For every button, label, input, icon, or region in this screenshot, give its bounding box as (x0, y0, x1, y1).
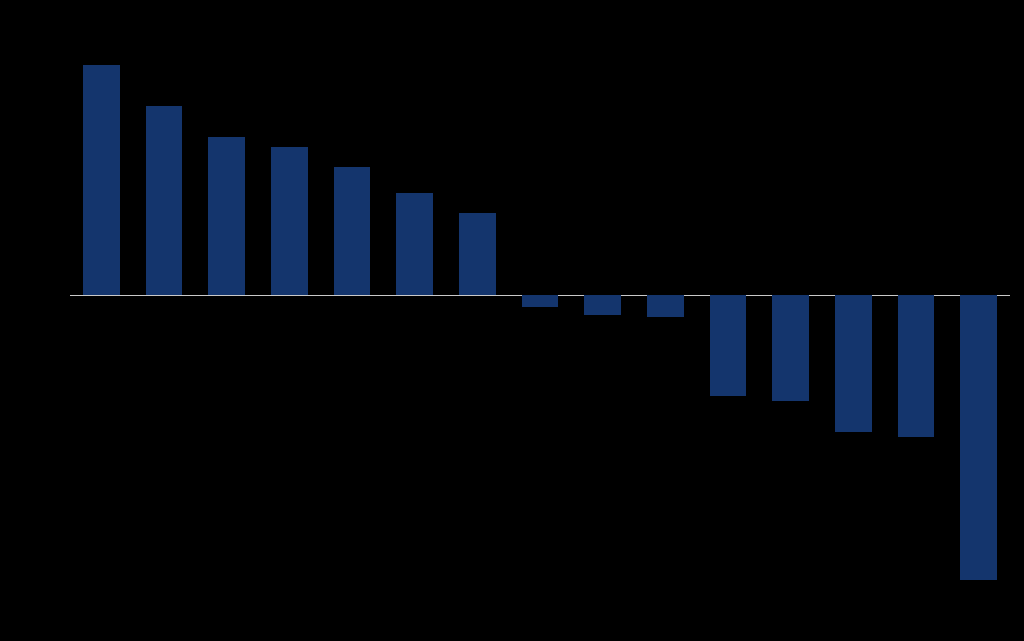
bar (146, 106, 182, 294)
bar (960, 295, 996, 580)
bar-chart (0, 0, 1024, 641)
bar (584, 295, 620, 315)
bar (710, 295, 746, 397)
bar (334, 167, 370, 294)
bar (208, 137, 244, 295)
bar (898, 295, 934, 438)
plot-area (70, 40, 1010, 600)
bars-layer (70, 40, 1010, 600)
bar (522, 295, 558, 307)
bar (83, 65, 119, 294)
bar (772, 295, 808, 402)
bar (459, 213, 495, 294)
bar (835, 295, 871, 432)
bar (647, 295, 683, 317)
bar (396, 193, 432, 295)
bar (271, 147, 307, 295)
